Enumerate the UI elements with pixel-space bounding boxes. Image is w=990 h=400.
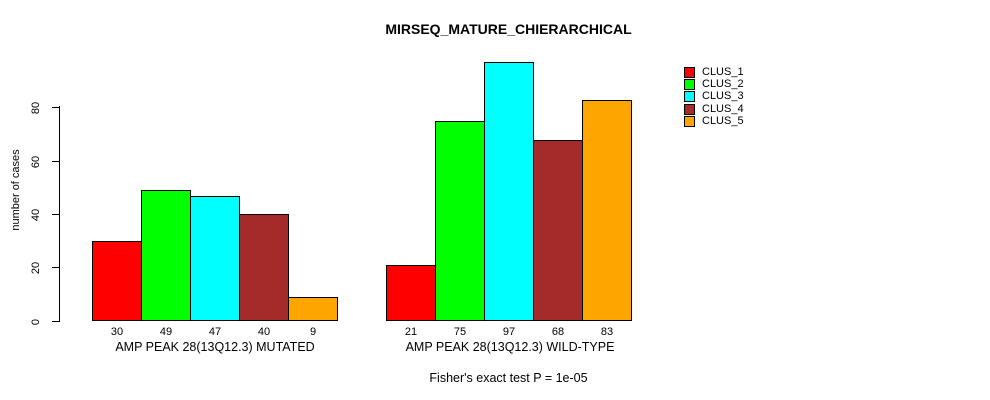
legend-row: CLUS_1 [684, 66, 744, 78]
bar-clus_3 [190, 196, 240, 321]
bar-value-label: 21 [404, 326, 418, 338]
legend-swatch-icon [684, 103, 695, 115]
legend-swatch-icon [684, 91, 695, 103]
y-axis-tick-label: 20 [30, 261, 42, 274]
bar-clus_4 [533, 140, 583, 321]
legend-row: CLUS_4 [684, 103, 744, 115]
bar-value-label: 9 [309, 326, 317, 338]
y-axis-tick [52, 214, 59, 215]
legend: CLUS_1 CLUS_2 CLUS_3 CLUS_4 CLUS_5 [684, 66, 744, 128]
bar-value-label: 30 [110, 326, 124, 338]
bar-value-label: 75 [453, 326, 467, 338]
bar-clus_1 [386, 265, 436, 321]
bar-clus_2 [435, 121, 485, 321]
legend-label: CLUS_5 [702, 115, 744, 128]
bar-value-label: 97 [502, 326, 516, 338]
y-axis-tick [52, 267, 59, 268]
bar-clus_3 [484, 62, 534, 321]
bar-clus_2 [141, 190, 191, 321]
y-axis-tick [52, 107, 59, 108]
bar-value-label: 47 [208, 326, 222, 338]
legend-label: CLUS_1 [702, 65, 744, 78]
legend-label: CLUS_4 [702, 102, 744, 115]
fisher-test-annotation: Fisher's exact test P = 1e-05 [429, 371, 588, 385]
legend-row: CLUS_2 [684, 78, 744, 91]
bar-value-label: 49 [159, 326, 173, 338]
y-axis-title: number of cases [10, 149, 22, 231]
y-axis-tick-label: 40 [30, 208, 42, 221]
y-axis-tick-label: 60 [30, 155, 42, 168]
bar-clus_1 [92, 241, 142, 321]
bar-value-label: 68 [551, 326, 565, 338]
y-axis-tick [52, 161, 59, 162]
legend-label: CLUS_3 [702, 90, 744, 103]
legend-row: CLUS_3 [684, 91, 744, 103]
x-group-label-wildtype: AMP PEAK 28(13Q12.3) WILD-TYPE [405, 340, 615, 354]
y-axis-line [59, 106, 60, 322]
y-axis-tick-label: 80 [30, 101, 42, 114]
legend-swatch-icon [684, 79, 695, 91]
bar-clus_5 [288, 297, 338, 321]
legend-label: CLUS_2 [702, 78, 744, 91]
legend-row: CLUS_5 [684, 116, 744, 128]
bar-clus_4 [239, 214, 289, 321]
bar-clus_5 [582, 100, 632, 321]
y-axis-tick [52, 321, 59, 322]
bar-value-label: 83 [600, 326, 614, 338]
chart-title: MIRSEQ_MATURE_CHIERARCHICAL [385, 21, 632, 37]
x-group-label-mutated: AMP PEAK 28(13Q12.3) MUTATED [115, 340, 315, 354]
legend-swatch-icon [684, 116, 695, 128]
legend-swatch-icon [684, 66, 695, 78]
bar-value-label: 40 [257, 326, 271, 338]
y-axis-tick-label: 0 [30, 318, 42, 325]
